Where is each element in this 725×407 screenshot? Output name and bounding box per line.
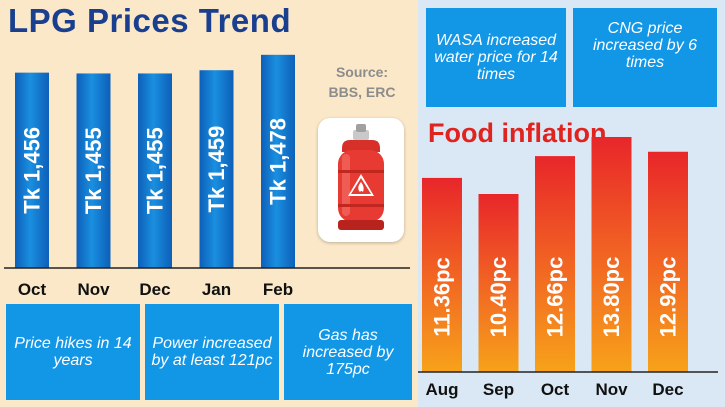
lpg-bar-chart: Tk 1,456 Oct Tk 1,455 Nov Tk 1,455 Dec Tk 1,45… — [4, 54, 410, 299]
food-bar-label-oct: 12.66pc — [543, 257, 568, 338]
lpg-bar-label-feb: Tk 1,478 — [266, 118, 291, 205]
note-power-increase: Power increased by at least 121pc — [145, 304, 279, 400]
food-bar-aug — [422, 177, 462, 372]
source-label: Source: — [335, 64, 389, 80]
lpg-bar-label-dec: Tk 1,455 — [143, 127, 168, 214]
note-price-hikes: Price hikes in 14 years — [6, 304, 140, 400]
food-bar-dec — [648, 151, 688, 372]
food-category-oct: Oct — [541, 380, 570, 399]
lpg-category-nov: Nov — [77, 280, 110, 299]
gas-cylinder-icon — [338, 124, 384, 230]
note-gas-increase: Gas has increased by 175pc — [284, 304, 412, 400]
lpg-bar-jan — [199, 70, 234, 269]
note-wasa-water: WASA increased water price for 14 times — [426, 8, 566, 107]
food-category-aug: Aug — [425, 380, 458, 399]
lpg-category-feb: Feb — [263, 280, 293, 299]
food-bar-label-sep: 10.40pc — [486, 257, 511, 338]
lpg-bar-feb — [261, 54, 295, 268]
food-bar-label-nov: 13.80pc — [599, 257, 624, 338]
note-cng-price: CNG price increased by 6 times — [573, 8, 717, 107]
food-inflation-bar-chart: 11.36pc Aug 10.40pc Sep 12.66pc Oct 13.80pc Nov… — [418, 137, 718, 399]
lpg-bar-label-nov: Tk 1,455 — [81, 127, 106, 214]
food-bar-nov — [591, 137, 632, 372]
food-bar-oct — [535, 156, 575, 372]
food-category-dec: Dec — [652, 380, 683, 399]
food-category-sep: Sep — [483, 380, 514, 399]
lpg-category-jan: Jan — [202, 280, 231, 299]
lpg-chart-title: LPG Prices Trend — [8, 2, 292, 39]
fire-hazard-icon — [348, 174, 374, 196]
source-value: BBS, ERC — [328, 84, 396, 100]
gas-cylinder-card — [318, 118, 404, 242]
lpg-category-oct: Oct — [18, 280, 47, 299]
food-chart-title: Food inflation — [428, 118, 607, 148]
lpg-bar-label-jan: Tk 1,459 — [204, 126, 229, 213]
lpg-bar-label-oct: Tk 1,456 — [20, 127, 45, 214]
food-category-nov: Nov — [595, 380, 628, 399]
lpg-bar-oct — [15, 72, 49, 268]
lpg-bar-dec — [138, 73, 172, 268]
food-bar-sep — [478, 194, 519, 372]
source-note: Source: BBS, ERC — [316, 62, 408, 102]
food-bar-label-aug: 11.36pc — [430, 257, 455, 337]
lpg-bar-nov — [76, 73, 111, 268]
food-bar-label-dec: 12.92pc — [656, 257, 681, 338]
lpg-category-dec: Dec — [139, 280, 170, 299]
